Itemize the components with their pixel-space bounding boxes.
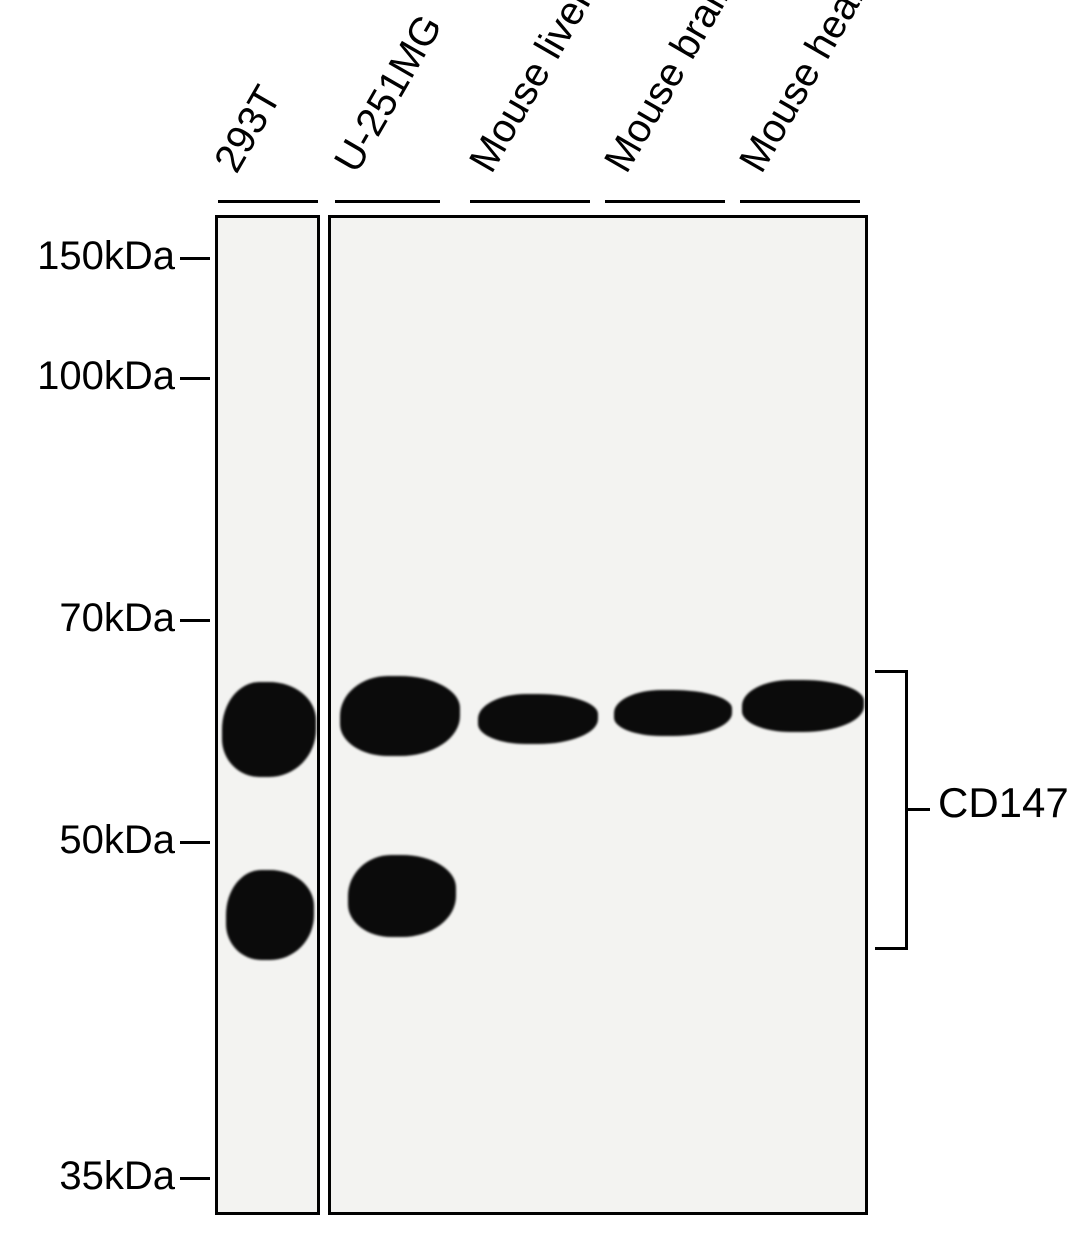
lane-underline xyxy=(470,200,590,203)
band xyxy=(340,676,460,756)
lane-label: 293T xyxy=(206,79,291,180)
bracket-arm-bottom xyxy=(875,947,905,950)
mw-label: 35kDa xyxy=(59,1154,175,1199)
mw-label: 100kDa xyxy=(37,354,175,399)
lane-underline xyxy=(335,200,440,203)
mw-label: 50kDa xyxy=(59,818,175,863)
mw-tick xyxy=(180,841,210,844)
lane-underline xyxy=(740,200,860,203)
band xyxy=(614,690,732,736)
lane-label: Mouse liver xyxy=(461,0,602,180)
band xyxy=(222,682,316,777)
band xyxy=(348,855,456,937)
band xyxy=(226,870,314,960)
lane-underline xyxy=(605,200,725,203)
band xyxy=(478,694,598,744)
mw-tick xyxy=(180,619,210,622)
mw-tick xyxy=(180,377,210,380)
mw-tick xyxy=(180,1177,210,1180)
mw-label: 150kDa xyxy=(37,234,175,279)
mw-label: 70kDa xyxy=(59,596,175,641)
lane-label: Mouse brain xyxy=(596,0,745,180)
western-blot-figure: 293T U-251MGMouse liverMouse brainMouse h… xyxy=(0,0,1080,1236)
mw-tick xyxy=(180,257,210,260)
lane-underline xyxy=(218,200,318,203)
lane-label: U-251MG xyxy=(326,7,452,180)
band xyxy=(742,680,864,732)
bracket-arm-top xyxy=(875,670,905,673)
cd147-label: CD147 xyxy=(938,779,1069,827)
lane-label: Mouse heart xyxy=(731,0,881,180)
bracket-stem xyxy=(905,808,930,811)
